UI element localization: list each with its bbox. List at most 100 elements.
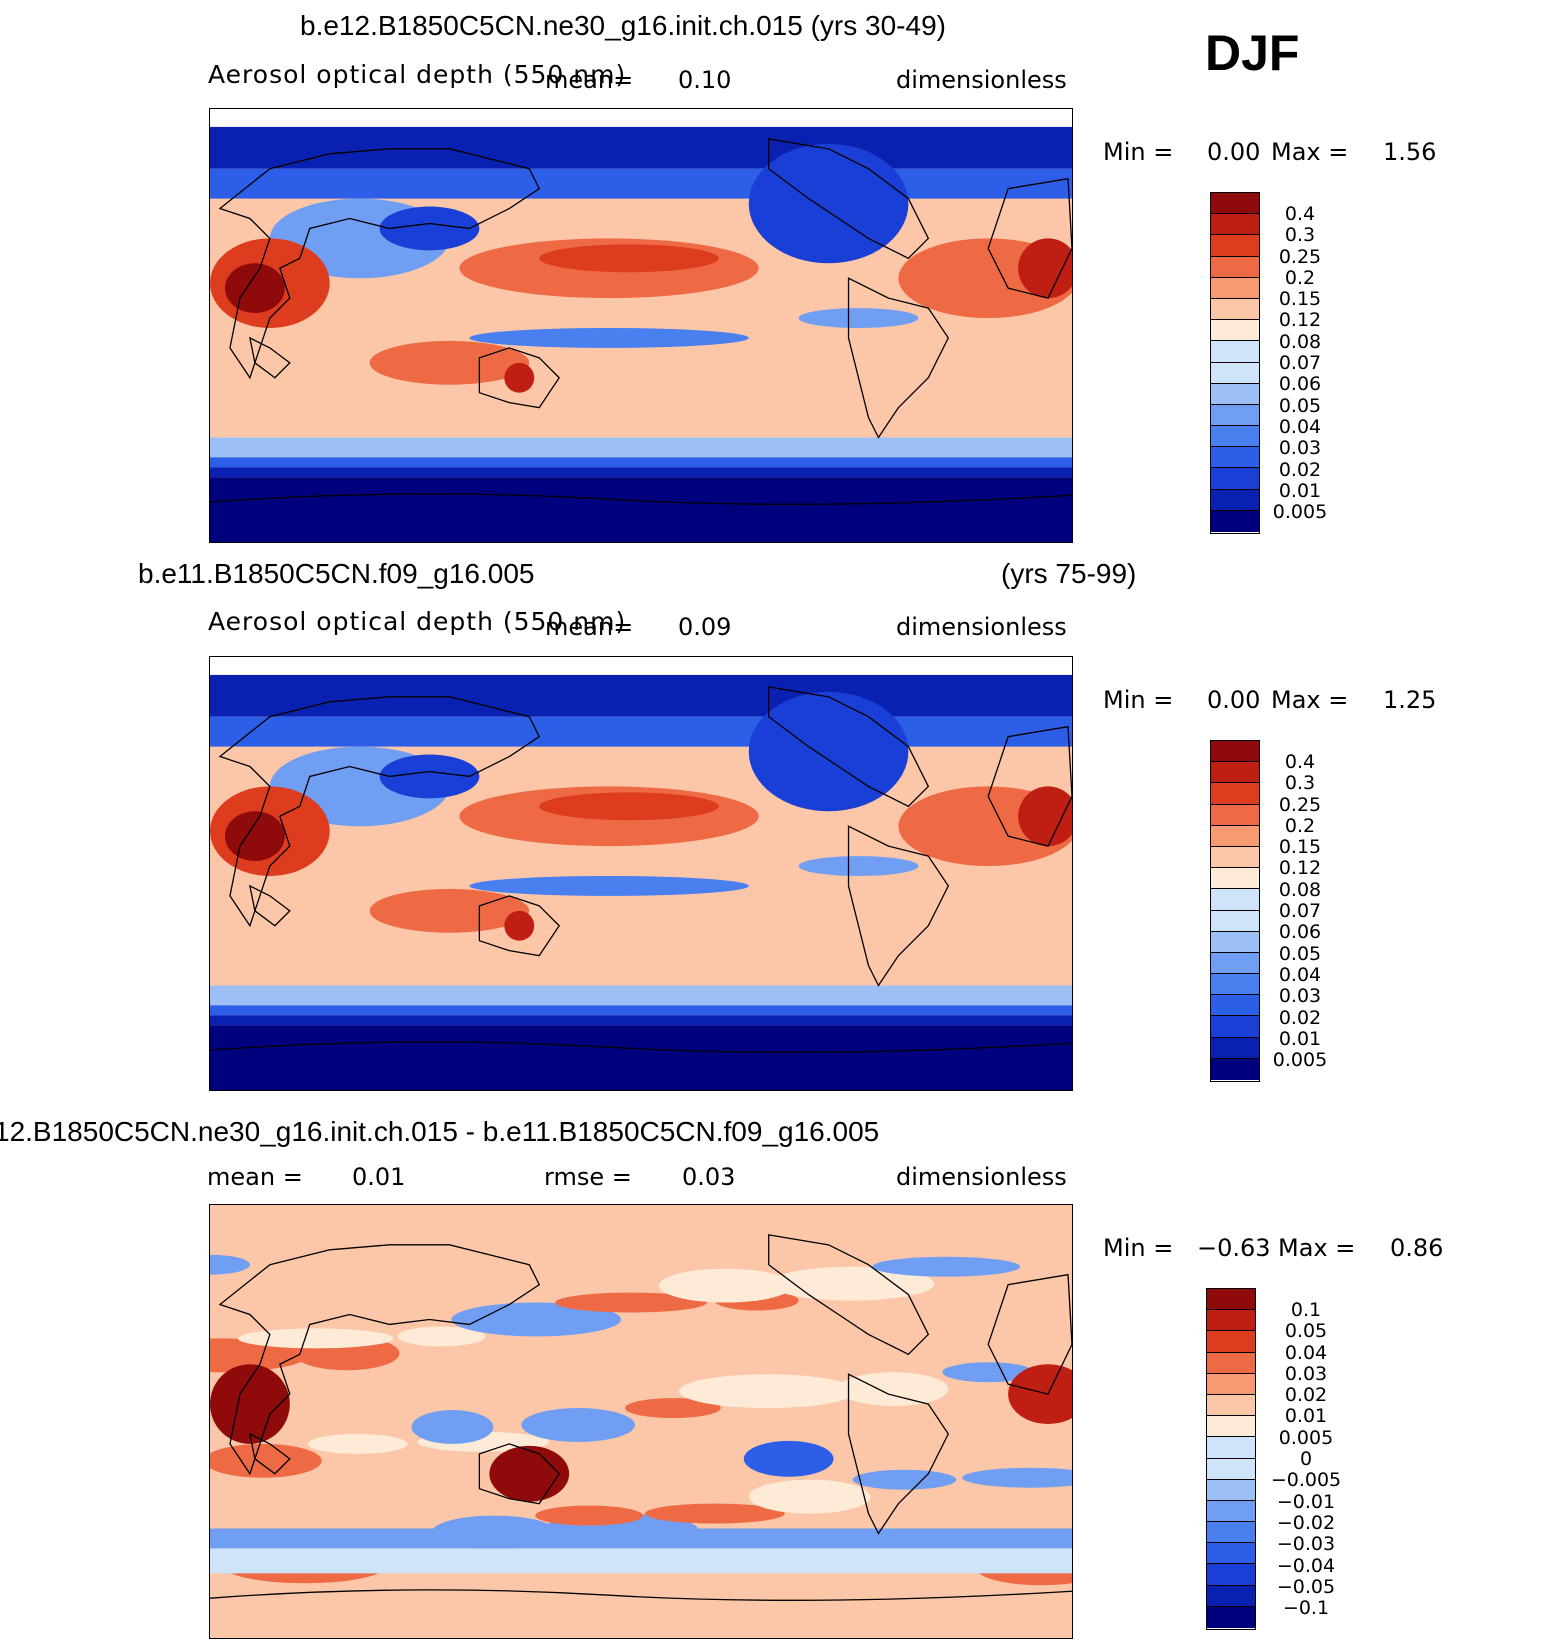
colorbar-tick-label: 0.03 [1278,985,1322,1008]
colorbar-tick-label: 0.08 [1278,330,1322,353]
colorbar-segment [1211,952,1259,975]
panel3-units: dimensionless [896,1163,1067,1191]
colorbar-segment [1211,868,1259,890]
latitude-band [210,657,1072,675]
panel2-units: dimensionless [896,613,1067,641]
coastline [768,138,930,260]
latitude-band [210,467,1072,478]
colorbar-tick-label: 0.04 [1284,1341,1328,1364]
field-patch [852,1469,957,1490]
panel3-min-value: −0.63 [1197,1234,1271,1262]
colorbar-segment [1207,1394,1255,1417]
colorbar-segment [1207,1310,1255,1332]
colorbar-tick-label: 0.2 [1284,814,1316,837]
colorbar-segment [1207,1500,1255,1523]
panel1-mean-label: mean= [545,66,634,94]
coastline [218,696,541,928]
coastline [478,1443,561,1505]
field-patch [469,327,749,348]
colorbar-tick-label: −0.02 [1276,1511,1336,1534]
field-patch [962,1467,1072,1488]
colorbar-tick-label: 0.2 [1284,266,1316,289]
colorbar-segment [1211,741,1259,763]
field-patch [379,206,480,251]
field-patch [872,1256,1021,1277]
antarctica-coastline [210,493,1072,505]
panel1-max-value: 1.56 [1383,138,1437,166]
field-patch [1008,1364,1072,1424]
colorbar-segment [1211,447,1259,469]
colorbar-tick-label: 0.02 [1278,458,1322,481]
coastline [847,1373,950,1535]
colorbar-segment [1211,426,1259,448]
colorbar-tick-label: 0.05 [1278,942,1322,965]
field-patch [539,792,719,821]
panel2-max-value: 1.25 [1383,686,1437,714]
field-patch [210,1443,322,1478]
latitude-band [210,1528,1072,1549]
panel1-units: dimensionless [896,66,1067,94]
colorbar-tick-label: 0.06 [1278,373,1322,396]
colorbar-tick-label: 0.05 [1284,1320,1328,1343]
field-patch [521,1408,636,1442]
field-patch [838,1372,949,1407]
colorbar-segment [1207,1479,1255,1501]
colorbar-segment [1211,256,1259,278]
antarctica-coastline [210,1589,1072,1601]
colorbar-tick-label: 0.005 [1272,1049,1328,1072]
colorbar-tick-label: 0.03 [1284,1362,1328,1385]
latitude-band [210,1548,1072,1574]
field-patch [224,263,285,314]
colorbar-segment [1211,931,1259,953]
season-label: DJF [1205,25,1300,81]
field-patch [504,910,535,941]
field-patch [397,1326,486,1347]
colorbar-segment [1211,362,1259,384]
panel1-field: Aerosol optical depth (550 nm) [208,60,627,89]
field-patch [768,1266,935,1301]
field-patch [942,1362,1035,1383]
colorbar-segment [1207,1331,1255,1353]
coastline [987,177,1072,299]
latitude-band [210,168,1072,199]
colorbar-segment [1207,1373,1255,1395]
colorbar-segment [1207,1585,1255,1607]
colorbar-segment [1211,489,1259,511]
colorbar-tick-label: 0.01 [1278,1027,1322,1050]
colorbar-segment [1211,1037,1259,1059]
panel3-rmse-label: rmse = [544,1163,632,1191]
colorbar-tick-label: 0.04 [1278,963,1322,986]
colorbar-tick-label: 0.005 [1272,501,1328,524]
latitude-band [210,716,1072,747]
colorbar-tick-label: 0 [1299,1448,1313,1471]
field-patch [210,1254,250,1275]
field-patch [1018,238,1072,299]
colorbar-tick-label: 0.4 [1284,203,1316,225]
field-patch [748,691,909,812]
antarctica-coastline [210,1041,1072,1053]
colorbar-segment [1211,277,1259,299]
panel2-title-left: b.e11.B1850C5CN.f09_g16.005 [138,558,535,589]
colorbar-segment [1207,1352,1255,1374]
panel3-colorbar-labels: 0.1 0.05 0.04 0.03 0.02 0.01 0.005 0 −0.005 −0.01… [1262,1299,1350,1619]
coastline [478,347,561,409]
field-patch [379,754,480,799]
panel2-title-right: (yrs 75-99) [1001,558,1137,589]
field-patch [539,244,719,273]
panel1-min-value: 0.00 [1207,138,1261,166]
colorbar-tick-label: 0.02 [1278,1006,1322,1029]
colorbar-segment [1207,1289,1255,1311]
colorbar-segment [1211,1058,1259,1080]
field-patch [555,1292,707,1313]
colorbar-tick-label: −0.05 [1276,1575,1336,1598]
colorbar-segment [1211,995,1259,1017]
colorbar-tick-label: −0.03 [1276,1533,1336,1556]
colorbar-segment [1211,783,1259,805]
panel1-colorbar [1210,192,1260,534]
coastline [218,148,541,380]
panel3-rmse-value: 0.03 [682,1163,736,1191]
colorbar-segment [1207,1437,1255,1459]
colorbar-segment [1211,974,1259,996]
field-patch [748,1479,871,1514]
latitude-band [210,457,1072,468]
